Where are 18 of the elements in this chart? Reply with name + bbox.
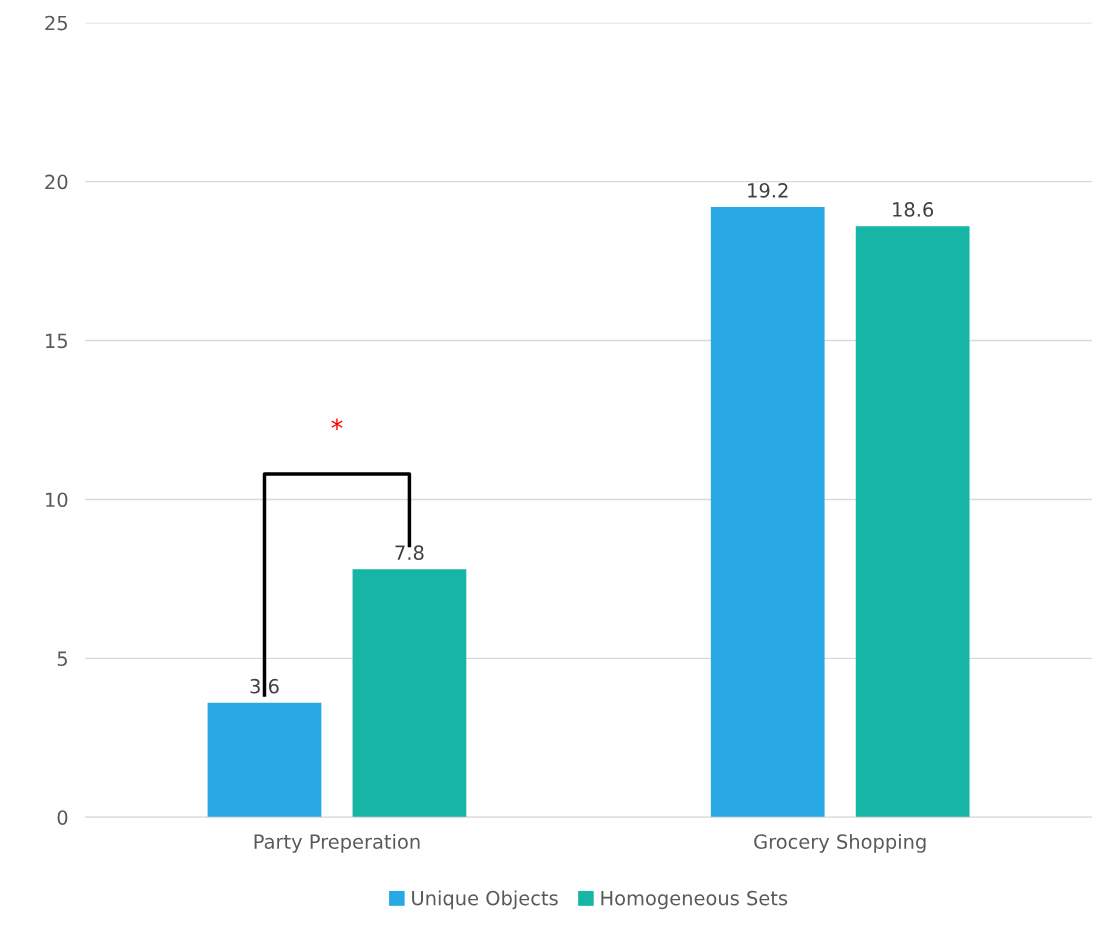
- bar: [710, 207, 825, 818]
- x-tick-label: Party Preperation: [254, 833, 420, 853]
- bar: [855, 226, 970, 818]
- y-tick-label: 0: [57, 810, 68, 825]
- y-tick-label: 5: [57, 651, 67, 667]
- data-label: 7.8: [395, 545, 424, 561]
- data-label: 19.2: [748, 183, 788, 198]
- y-tick-label: 25: [45, 15, 67, 31]
- data-label: 18.6: [893, 202, 934, 217]
- x-tick-label: Grocery Shopping: [754, 833, 926, 853]
- annotation: *: [331, 418, 343, 430]
- legend-label: Unique Objects: [412, 890, 558, 910]
- legend-label: Homogeneous Sets: [601, 890, 788, 910]
- y-tick-label: 15: [46, 333, 67, 349]
- bar: [352, 569, 467, 818]
- y-tick-label: 10: [46, 492, 68, 508]
- bar: [207, 702, 322, 818]
- y-tick-label: 20: [45, 174, 68, 190]
